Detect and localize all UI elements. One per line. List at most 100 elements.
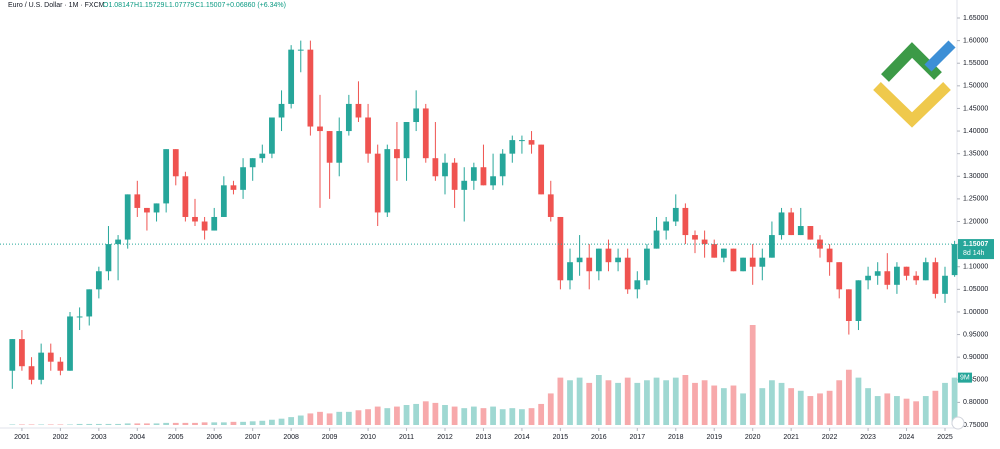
volume-bar — [605, 380, 612, 425]
candle-body — [605, 248, 612, 263]
candle-body — [76, 316, 83, 318]
volume-bar — [845, 369, 852, 425]
candle-body — [855, 280, 862, 321]
candle-body — [57, 361, 64, 371]
x-tick-label: 2023 — [860, 434, 876, 441]
y-tick-label: 1.60000 — [963, 37, 988, 44]
volume-bar — [788, 388, 795, 425]
volume-bar — [336, 411, 343, 425]
volume-bar — [797, 390, 804, 425]
volume-bar — [317, 411, 323, 425]
candle-body — [240, 167, 246, 190]
candle-body — [144, 207, 150, 213]
candle-body — [451, 162, 458, 190]
candle-body — [951, 244, 958, 276]
volume-bar — [720, 388, 727, 425]
volume-bar — [826, 390, 833, 425]
volume-bar — [355, 410, 362, 425]
volume-bar — [894, 396, 900, 425]
settings-icon[interactable] — [951, 416, 965, 430]
x-tick-label: 2002 — [53, 434, 69, 441]
y-tick-label: 1.45000 — [963, 105, 988, 112]
volume-bar — [807, 396, 814, 425]
candle-body — [374, 153, 381, 213]
volume-bar — [932, 390, 939, 425]
volume-bar — [201, 422, 208, 425]
candle-body — [182, 176, 189, 217]
candle-body — [749, 257, 756, 267]
candle-body — [153, 203, 160, 213]
y-tick-label: 1.40000 — [963, 128, 988, 135]
volume-bar — [384, 408, 391, 425]
candle-body — [692, 235, 698, 240]
volume-bar — [67, 424, 73, 425]
candle-body — [547, 194, 554, 217]
last-price-label: 1.15007 — [963, 241, 988, 248]
candle-body — [105, 244, 112, 272]
volume-bar — [220, 422, 227, 425]
x-tick-label: 2015 — [553, 434, 569, 441]
volume-bar — [711, 385, 718, 425]
candle-body — [269, 117, 275, 154]
candle-body — [615, 257, 621, 263]
candle-body — [557, 216, 564, 281]
candle-body — [711, 244, 718, 258]
candle-body — [740, 257, 746, 272]
volume-bar — [730, 385, 737, 425]
volume-bar — [172, 422, 179, 425]
volume-bar — [855, 377, 862, 425]
x-tick-label: 2009 — [322, 434, 338, 441]
candle-body — [490, 176, 496, 186]
volume-bar — [365, 409, 371, 425]
y-tick-label: 1.65000 — [963, 15, 988, 22]
volume-bar — [749, 325, 756, 425]
volume-bar — [57, 424, 64, 425]
candle-body — [394, 149, 400, 159]
y-tick-label: 1.10000 — [963, 264, 988, 271]
logo-blue — [924, 40, 956, 72]
candle-body — [163, 149, 170, 204]
last-price-box — [958, 239, 994, 260]
volume-bar — [345, 411, 352, 425]
volume-bar — [663, 380, 670, 425]
volume-label-box — [958, 372, 972, 383]
volume-bar — [903, 398, 910, 425]
volume-bar — [778, 382, 785, 425]
y-tick-label: 1.20000 — [963, 218, 988, 225]
x-tick-label: 2013 — [476, 434, 492, 441]
logo — [873, 40, 956, 128]
candle-body — [663, 221, 670, 231]
candle-body — [259, 153, 266, 159]
candle-body — [730, 248, 737, 272]
x-tick-label: 2005 — [168, 434, 184, 441]
volume-bar — [394, 406, 400, 425]
volume-bar — [759, 388, 766, 425]
volume-bar — [951, 377, 958, 425]
volume-bar — [153, 423, 160, 425]
volume-bar — [230, 421, 237, 425]
candle-body — [384, 149, 391, 213]
candle-body — [653, 230, 660, 249]
candle-body — [28, 366, 35, 380]
candle-body — [922, 262, 929, 281]
volume-bar — [422, 401, 429, 425]
candle-body — [480, 167, 487, 186]
candle-body — [336, 131, 343, 163]
candle-body — [913, 275, 920, 281]
volume-bar — [672, 377, 679, 425]
candle-body — [807, 226, 814, 240]
candle-body — [576, 257, 583, 263]
volume-bar — [499, 409, 506, 425]
volume-bar — [470, 406, 477, 425]
candle-body — [413, 108, 420, 123]
candle-body — [172, 149, 179, 177]
volume-bar — [538, 403, 545, 425]
candle-body — [19, 339, 25, 367]
volume-bar — [76, 423, 83, 425]
candle-body — [720, 248, 727, 258]
close-text: C1.15007 — [195, 2, 225, 9]
y-tick-label: 0.90000 — [963, 354, 988, 361]
volume-bar — [461, 408, 468, 425]
volume-bar — [836, 380, 843, 425]
candle-body — [317, 126, 323, 132]
